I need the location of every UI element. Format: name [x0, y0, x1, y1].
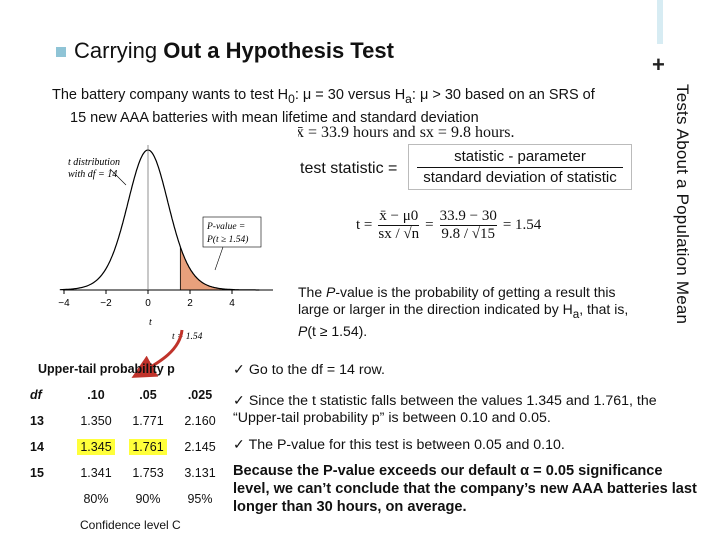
formula-fraction-box: statistic - parameter standard deviation… — [408, 144, 632, 190]
xbar-value: x̄ = 33.9 hours — [296, 124, 389, 141]
fraction-line — [417, 167, 623, 168]
footer-90: 90% — [135, 492, 161, 506]
table-title: Upper-tail probability p — [38, 362, 175, 376]
table-header-row: df .10 .05 .025 — [30, 382, 226, 408]
row14-c2: 1.761 — [129, 439, 167, 455]
note-b: -value is the probability of getting a r… — [298, 284, 616, 317]
sample-values: x̄ = 33.9 hours and sx = 9.8 hours. — [296, 124, 515, 142]
pval-label-2: P(t ≥ 1.54) — [206, 234, 248, 245]
heading-prefix: Carrying — [74, 38, 158, 63]
axis-ticks: −4 −2 0 2 4 — [58, 290, 235, 309]
header-p10: .10 — [87, 388, 105, 402]
square-bullet-icon — [56, 47, 66, 58]
check-icon: ✓ — [233, 437, 249, 453]
t-table-grid: df .10 .05 .025 13 1.350 1.771 2.160 14 … — [30, 382, 226, 512]
row15-c1: 1.341 — [80, 466, 112, 480]
row13-df: 13 — [30, 414, 44, 428]
p-value-shaded-area — [180, 246, 260, 290]
note-p: P — [326, 284, 336, 300]
axis-tick-label: 2 — [187, 298, 193, 309]
bullet-2-text: Since the t statistic falls between the … — [233, 393, 657, 426]
row14-c3: 2.145 — [184, 440, 216, 454]
accent-bar — [657, 0, 663, 44]
row13-c1: 1.350 — [80, 414, 112, 428]
row14-df: 14 — [30, 440, 44, 454]
calc-den2: 9.8 / √15 — [441, 226, 496, 242]
calc-num2: 33.9 − 30 — [439, 208, 497, 224]
header-p05: .05 — [139, 388, 157, 402]
intro-sub0: 0 — [288, 91, 295, 106]
axis-tick-label: −2 — [100, 298, 112, 309]
table-footer-row: 80% 90% 95% — [30, 486, 226, 512]
note-d: (t ≥ 1.54). — [307, 322, 368, 339]
note-c: , that is, — [579, 301, 629, 317]
calc-line1 — [378, 225, 420, 226]
row13-c3: 2.160 — [184, 414, 216, 428]
intro-line2: 15 new AAA batteries with mean lifetime … — [70, 109, 479, 126]
intro-p2: : μ = 30 versus H — [294, 87, 406, 103]
sx-value: sx = 9.8 hours. — [419, 124, 515, 141]
heading-rest: Out a Hypothesis Test — [163, 38, 394, 63]
table-caption: Confidence level C — [80, 518, 181, 532]
and-word: and — [392, 124, 416, 141]
note-sub: a — [572, 307, 580, 321]
axis-tick-label: 0 — [145, 298, 151, 309]
arrow-path — [131, 329, 184, 378]
t-distribution-graph: −4 −2 0 2 4 t distribution with df = 14 P-va… — [8, 125, 298, 350]
calc-num1: x̄ − μ0 — [379, 208, 419, 224]
t-calculation: t = x̄ − μ0 sx / √n = 33.9 − 30 9.8 / √1… — [356, 208, 542, 242]
footer-95: 95% — [187, 492, 213, 506]
bullet-3: ✓ The P-value for this test is between 0… — [233, 437, 703, 454]
footer-80: 80% — [83, 492, 109, 506]
note-p2: P — [298, 322, 308, 339]
pval-label-1: P-value = — [206, 222, 245, 232]
t-density-curve — [59, 149, 260, 291]
bullet-2: ✓ Since the t statistic falls between th… — [233, 393, 703, 427]
intro-p3: : μ > 30 based on an SRS of — [411, 87, 595, 103]
red-arrow — [131, 329, 184, 378]
table-row: 13 1.350 1.771 2.160 — [30, 408, 226, 434]
row13-c2: 1.771 — [132, 414, 164, 428]
side-title: Tests About a Population Mean — [673, 84, 692, 325]
t-marker-label: t = 1.54 — [172, 332, 203, 342]
explanation-column: ✓ Go to the df = 14 row. ✓ Since the t s… — [233, 362, 703, 531]
bullet-1-text: Go to the df = 14 row. — [248, 362, 385, 378]
intro-text: The battery company wants to test H0: μ … — [52, 86, 652, 128]
header-p025: .025 — [187, 388, 213, 402]
row15-df: 15 — [30, 466, 44, 480]
dist-label-2: with df = 14 — [68, 169, 117, 180]
axis-tick-label: −4 — [58, 298, 70, 309]
row15-c2: 1.753 — [132, 466, 164, 480]
conclusion-text: Because the P-value exceeds our default … — [233, 463, 697, 515]
pvalue-label-box — [202, 216, 262, 248]
bullet-3-text: The P-value for this test is between 0.0… — [248, 437, 565, 453]
axis-tick-label: 4 — [229, 298, 235, 309]
formula-numerator: statistic - parameter — [454, 148, 586, 165]
t-table: Upper-tail probability p df .10 .05 .025… — [30, 362, 226, 532]
pvalue-note: The P-value is the probability of gettin… — [298, 284, 638, 340]
table-row: 15 1.341 1.753 3.131 — [30, 460, 226, 486]
intro-p1: The battery company wants to test H — [52, 87, 289, 103]
formula-lhs: test statistic = — [300, 160, 398, 177]
header-df: df — [30, 388, 42, 402]
formula-denominator: standard deviation of statistic — [423, 169, 617, 186]
intro-suba: a — [405, 91, 412, 106]
t-axis-label: t — [149, 317, 152, 328]
row15-c3: 3.131 — [184, 466, 216, 480]
calc-den1: sx / √n — [378, 226, 420, 242]
dist-label-1: t distribution — [68, 157, 120, 168]
calc-t: t = — [356, 217, 373, 233]
dist-label-leader — [109, 168, 127, 186]
slide-heading: Carrying Out a Hypothesis Test — [56, 38, 394, 64]
bullet-1: ✓ Go to the df = 14 row. — [233, 362, 703, 379]
plus-icon: + — [652, 52, 665, 77]
calc-result: = 1.54 — [502, 217, 542, 233]
calc-line2 — [439, 225, 497, 226]
check-icon: ✓ — [233, 393, 249, 409]
row14-c1: 1.345 — [77, 439, 115, 455]
note-a: The — [298, 284, 327, 300]
pvalue-leader — [214, 246, 224, 271]
table-row-highlighted: 14 1.345 1.761 2.145 — [30, 434, 226, 460]
check-icon: ✓ — [233, 362, 249, 378]
